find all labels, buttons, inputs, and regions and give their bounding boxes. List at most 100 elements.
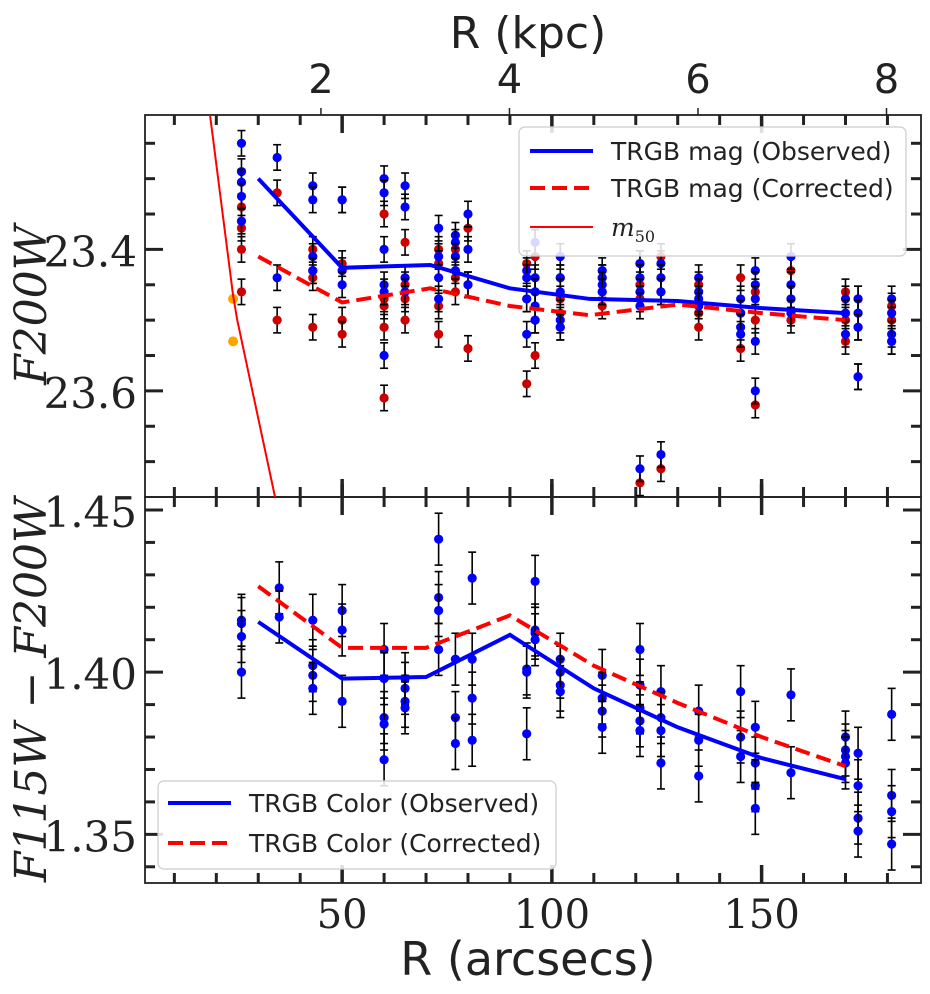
y-tick-label: 1.45 bbox=[43, 488, 137, 537]
observed-point bbox=[635, 725, 645, 736]
observed-point-group bbox=[308, 593, 318, 648]
observed-point bbox=[236, 177, 247, 187]
observed-point bbox=[555, 273, 565, 283]
corrected-point bbox=[597, 301, 607, 311]
legend-label: TRGB Color (Corrected) bbox=[248, 829, 541, 858]
observed-point bbox=[887, 709, 897, 719]
observed-point bbox=[463, 280, 473, 290]
observed-point-group bbox=[786, 668, 796, 722]
observed-point bbox=[853, 308, 863, 318]
corrected-point bbox=[463, 343, 473, 354]
observed-point bbox=[308, 181, 318, 191]
observed-point bbox=[736, 329, 746, 339]
kpc-tick-label: 6 bbox=[685, 57, 710, 103]
corrected-point-group bbox=[379, 384, 389, 412]
observed-point-group bbox=[467, 713, 477, 768]
observed-point bbox=[308, 266, 318, 276]
corrected-point-group bbox=[463, 334, 473, 362]
corrected-point-group bbox=[694, 313, 704, 341]
observed-point bbox=[337, 696, 347, 706]
observed-point-group bbox=[337, 674, 347, 729]
observed-point bbox=[887, 839, 897, 849]
observed-point-group bbox=[555, 664, 565, 719]
observed-point-group bbox=[887, 687, 897, 742]
corrected-point-group bbox=[236, 278, 247, 306]
observed-point bbox=[274, 583, 284, 593]
observed-point bbox=[840, 329, 851, 339]
observed-point bbox=[635, 644, 645, 655]
observed-point bbox=[463, 209, 473, 219]
observed-point bbox=[379, 244, 389, 255]
observed-point bbox=[522, 729, 532, 739]
corrected-point bbox=[522, 379, 532, 389]
observed-point bbox=[272, 273, 282, 283]
y-tick-label: 23.6 bbox=[43, 369, 137, 418]
observed-point bbox=[887, 807, 897, 817]
observed-point bbox=[434, 644, 444, 655]
observed-point-group bbox=[786, 745, 796, 800]
observed-point bbox=[597, 722, 607, 732]
corrected-point bbox=[656, 464, 666, 474]
corrected-point-group bbox=[530, 341, 540, 370]
observed-point bbox=[786, 294, 796, 304]
observed-point-group bbox=[555, 313, 565, 341]
observed-point-group bbox=[522, 707, 532, 761]
observed-point-group bbox=[434, 512, 444, 566]
observed-point bbox=[236, 667, 247, 677]
observed-point bbox=[530, 635, 540, 645]
observed-point-group bbox=[887, 327, 897, 355]
observed-point-group bbox=[694, 749, 704, 803]
observed-point-group bbox=[530, 554, 540, 609]
corrected-point bbox=[337, 315, 347, 325]
x-tick-label: 100 bbox=[514, 892, 590, 938]
trgb-color-corrected-line bbox=[257, 584, 847, 769]
observed-point bbox=[522, 294, 532, 304]
observed-point bbox=[597, 266, 607, 276]
observed-point-group bbox=[656, 441, 666, 469]
observed-point bbox=[434, 273, 444, 283]
observed-point bbox=[853, 748, 863, 758]
observed-point-group bbox=[522, 645, 532, 699]
corrected-point-group bbox=[400, 228, 410, 256]
observed-point-group bbox=[750, 327, 760, 355]
observed-point bbox=[308, 615, 318, 625]
observed-point bbox=[786, 690, 796, 700]
observed-point-group bbox=[379, 235, 389, 263]
top-y-axis-title: F200W bbox=[6, 221, 57, 386]
corrected-point bbox=[400, 237, 410, 247]
observed-point bbox=[522, 329, 532, 339]
legend-label: TRGB mag (Observed) bbox=[610, 137, 891, 166]
observed-point bbox=[434, 605, 444, 616]
observed-point bbox=[656, 287, 666, 297]
trgb-mag-corrected-line bbox=[257, 254, 846, 323]
observed-point-group bbox=[467, 551, 477, 605]
legend-label: TRGB Color (Observed) bbox=[248, 789, 539, 818]
observed-point-group bbox=[434, 622, 444, 677]
observed-point bbox=[308, 683, 318, 693]
observed-point-group bbox=[400, 193, 410, 221]
observed-point bbox=[308, 251, 318, 262]
observed-point bbox=[434, 294, 444, 304]
observed-point bbox=[635, 464, 645, 474]
observed-point-group bbox=[337, 186, 347, 214]
observed-point-group bbox=[853, 363, 863, 391]
observed-point bbox=[656, 725, 666, 736]
observed-point bbox=[379, 174, 389, 184]
observed-point-group bbox=[853, 313, 863, 341]
observed-point-group bbox=[434, 214, 444, 242]
observed-point bbox=[400, 202, 410, 212]
observed-point bbox=[308, 195, 318, 205]
kpc-tick-label: 2 bbox=[308, 57, 333, 103]
observed-point bbox=[887, 336, 897, 346]
observed-point bbox=[694, 273, 704, 283]
corrected-point bbox=[736, 343, 746, 354]
observed-point bbox=[635, 273, 645, 283]
y-tick-label: 23.4 bbox=[43, 227, 137, 276]
corrected-point bbox=[337, 329, 347, 339]
observed-point bbox=[786, 768, 796, 778]
observed-point bbox=[450, 251, 460, 262]
observed-point bbox=[750, 803, 760, 813]
observed-point bbox=[635, 287, 645, 297]
corrected-point-group bbox=[379, 313, 389, 341]
